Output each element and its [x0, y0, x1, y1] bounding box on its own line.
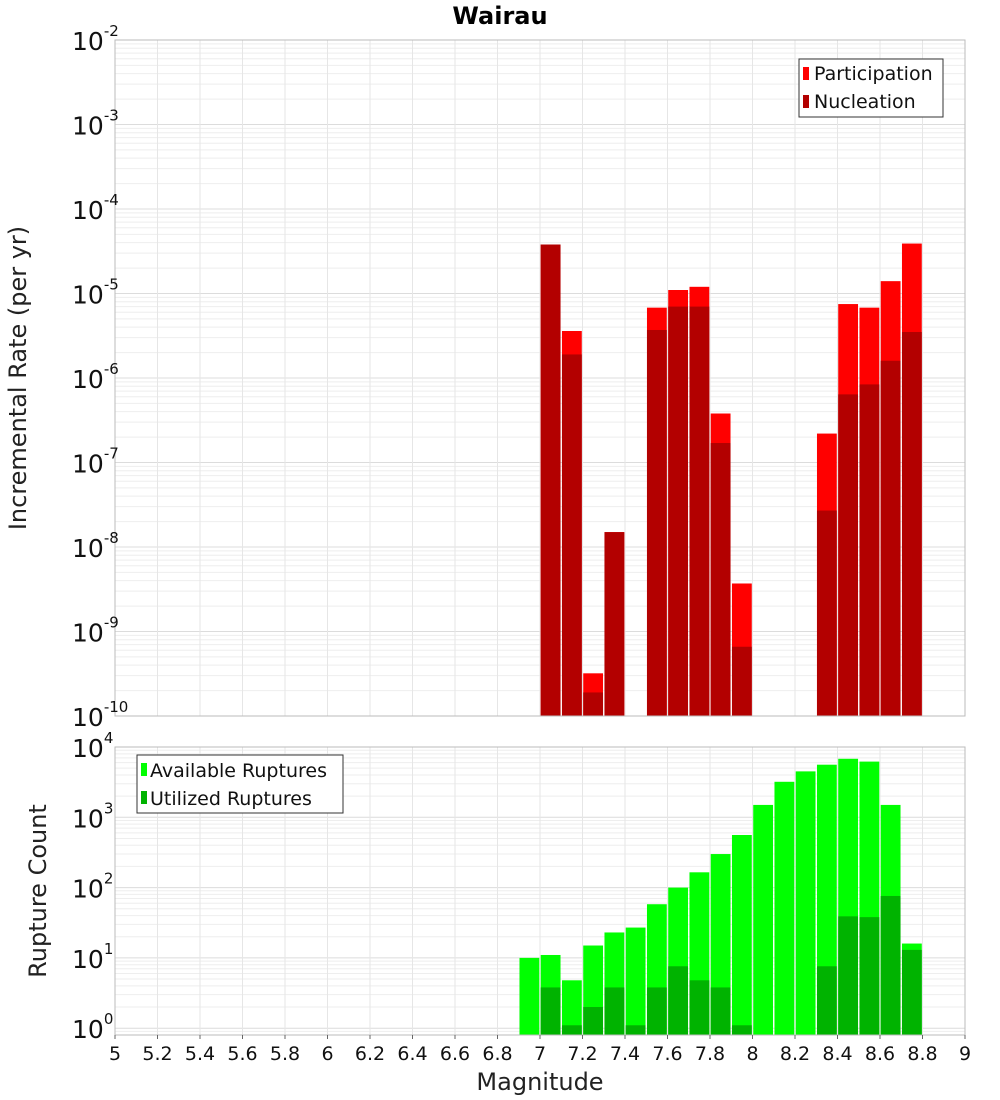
rate-bars — [540, 243, 922, 716]
x-tick-label: 8.4 — [822, 1043, 852, 1065]
x-axis-label: Magnitude — [476, 1068, 603, 1096]
rate-inner-bar — [838, 394, 859, 716]
rate-panel: 10-10 10-9 10-8 10-7 10-6 10-5 10-4 10-3 10-2 In… — [4, 22, 966, 732]
count-panel: 100 101 102 103 104 5 5.2 5.4 5.6 5.8 6 6.2 6.4 6.6 6… — [24, 729, 971, 1096]
count-inner-bar — [901, 949, 922, 1035]
x-tick-label: 5 — [109, 1043, 121, 1065]
count-outer-bar — [731, 834, 752, 1035]
count-outer-bar — [795, 771, 816, 1035]
x-tick-label: 7.2 — [567, 1043, 597, 1065]
rate-inner-bar — [668, 306, 689, 716]
count-y-tick-label: 104 — [72, 729, 113, 763]
count-legend-box — [136, 754, 344, 814]
rate-y-tick-label: 10-3 — [72, 107, 119, 141]
x-tick-label: 5.6 — [227, 1043, 257, 1065]
rate-inner-bar — [561, 354, 582, 716]
count-inner-bar — [540, 987, 561, 1035]
count-outer-bar — [625, 927, 646, 1035]
x-tick-label: 6.4 — [397, 1043, 427, 1065]
rate-grid — [114, 39, 966, 717]
x-tick-label: 8.2 — [780, 1043, 810, 1065]
rate-y-axis-label: Incremental Rate (per yr) — [4, 226, 32, 530]
count-outer-bar — [753, 804, 774, 1035]
count-inner-bar — [731, 1025, 752, 1035]
chart-title: Wairau — [452, 2, 547, 30]
rate-legend-box — [798, 58, 944, 118]
count-inner-bar — [583, 1007, 604, 1035]
x-tick-label: 7.4 — [610, 1043, 640, 1065]
rate-inner-bar — [646, 329, 667, 716]
count-outer-bar — [774, 781, 795, 1035]
available-legend-swatch — [141, 763, 147, 776]
rate-inner-bar — [583, 692, 604, 716]
rate-inner-bar — [901, 332, 922, 716]
utilized-legend-label: Utilized Ruptures — [150, 788, 312, 810]
x-tick-label: 8.6 — [865, 1043, 895, 1065]
x-tick-label: 7.6 — [652, 1043, 682, 1065]
count-legend: Available Ruptures Utilized Ruptures — [136, 754, 344, 814]
count-y-tick-label: 103 — [72, 799, 113, 833]
count-inner-bar — [838, 916, 859, 1035]
x-tick-label: 8 — [746, 1043, 758, 1065]
utilized-legend-swatch — [141, 791, 147, 804]
rate-inner-bar — [859, 384, 880, 716]
rate-inner-bar — [710, 443, 731, 716]
participation-legend-label: Participation — [814, 63, 933, 85]
count-y-tick-label: 102 — [72, 870, 113, 904]
rate-inner-bar — [816, 510, 837, 716]
rate-legend: Participation Nucleation — [798, 58, 944, 118]
rate-y-tick-label: 10-7 — [72, 445, 119, 479]
participation-legend-swatch — [803, 67, 809, 80]
nucleation-legend-label: Nucleation — [814, 91, 916, 113]
rate-y-tick-label: 10-8 — [72, 529, 119, 563]
x-tick-label: 8.8 — [907, 1043, 937, 1065]
count-inner-bar — [561, 1025, 582, 1035]
count-inner-bar — [625, 1025, 646, 1035]
x-tick-label: 6 — [321, 1043, 333, 1065]
nucleation-legend-swatch — [803, 95, 809, 108]
x-tick-label: 6.2 — [355, 1043, 385, 1065]
count-inner-bar — [689, 980, 710, 1035]
x-tick-label: 6.6 — [440, 1043, 470, 1065]
x-tick-label: 5.4 — [185, 1043, 215, 1065]
x-tick-label: 7.8 — [695, 1043, 725, 1065]
count-bars — [519, 758, 922, 1035]
rate-inner-bar — [731, 646, 752, 716]
count-outer-bar — [561, 980, 582, 1035]
rate-inner-bar — [689, 306, 710, 716]
rate-y-tick-label: 10-6 — [72, 360, 119, 394]
rate-plot-frame — [114, 39, 966, 717]
count-y-axis-label: Rupture Count — [24, 804, 52, 978]
rate-y-tick-label: 10-10 — [72, 698, 128, 732]
count-inner-bar — [880, 895, 901, 1035]
count-inner-bar — [859, 917, 880, 1035]
count-inner-bar — [710, 987, 731, 1035]
available-legend-label: Available Ruptures — [150, 760, 327, 782]
rate-y-tick-label: 10-2 — [72, 22, 119, 56]
x-tick-label: 7 — [534, 1043, 546, 1065]
rate-inner-bar — [880, 360, 901, 716]
count-inner-bar — [646, 987, 667, 1035]
rate-y-tick-label: 10-5 — [72, 276, 119, 310]
x-tick-label: 5.2 — [142, 1043, 172, 1065]
rate-y-tick-label: 10-4 — [72, 191, 119, 225]
count-outer-bar — [519, 957, 540, 1035]
x-tick-label: 6.8 — [482, 1043, 512, 1065]
count-inner-bar — [604, 987, 625, 1035]
count-y-tick-label: 100 — [72, 1010, 113, 1044]
count-y-tick-label: 101 — [72, 940, 113, 974]
rate-inner-bar — [540, 244, 561, 716]
x-tick-label: 5.8 — [270, 1043, 300, 1065]
rate-inner-bar — [604, 532, 625, 716]
rate-y-tick-label: 10-9 — [72, 614, 119, 648]
count-inner-bar — [816, 966, 837, 1035]
count-inner-bar — [668, 966, 689, 1035]
count-y-ticks: 100 101 102 103 104 — [72, 729, 113, 1044]
magnitude-x-ticks: 5 5.2 5.4 5.6 5.8 6 6.2 6.4 6.6 6.8 7 7.2 7.4 7.6 7.8 8… — [109, 1035, 971, 1065]
x-tick-label: 9 — [959, 1043, 971, 1065]
